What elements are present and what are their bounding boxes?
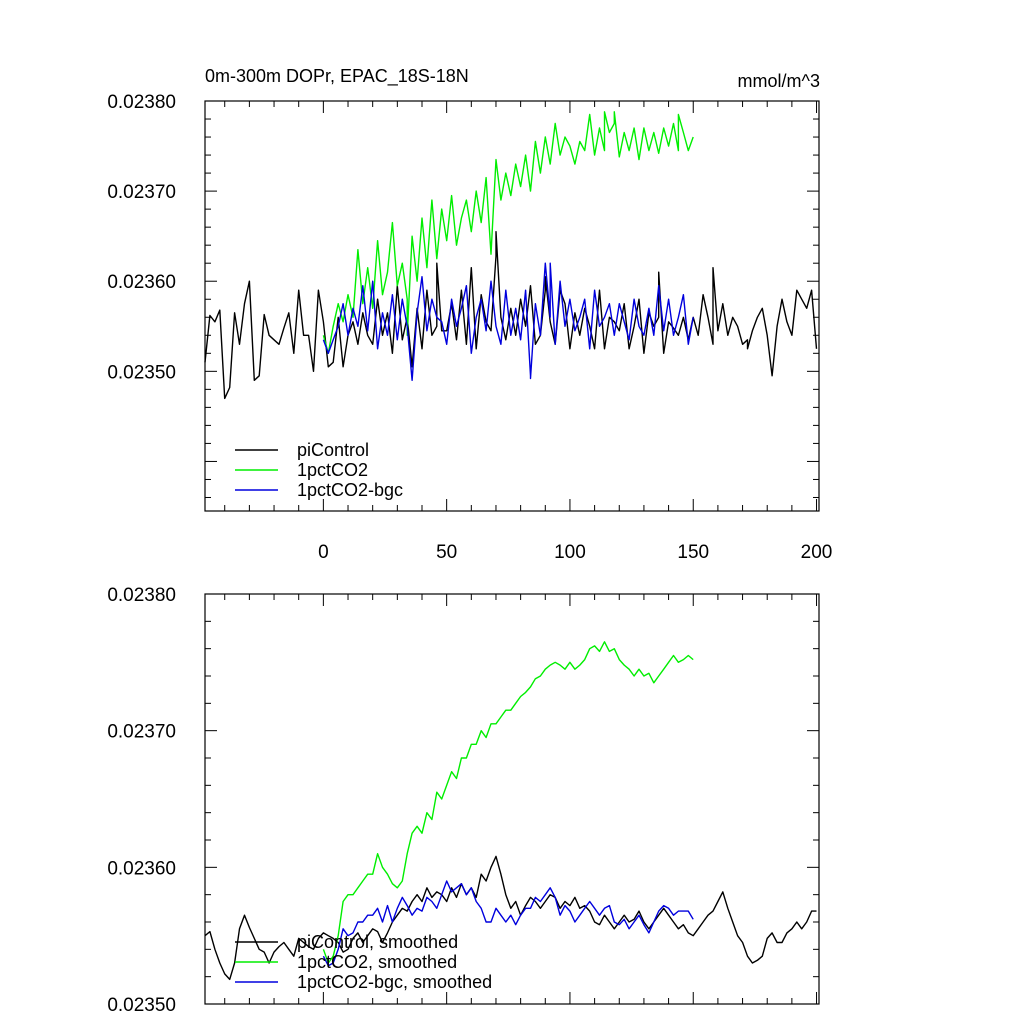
y-tick-label: 0.02380	[107, 585, 176, 606]
y-tick-label: 0.02350	[107, 362, 176, 383]
x-tick-label: 150	[677, 542, 709, 563]
bottom-series-layer	[204, 641, 817, 981]
y-tick-label: 0.02360	[107, 272, 176, 293]
legend-label: 1pctCO2, smoothed	[297, 952, 457, 972]
bottom-plot-frame	[204, 593, 820, 1005]
y-tick-label: 0.02360	[107, 858, 176, 879]
series-line-3	[322, 880, 694, 967]
series-line-1	[204, 855, 817, 981]
x-tick-label: 100	[554, 542, 586, 563]
y-tick-label: 0.02370	[107, 722, 176, 743]
x-tick-label: 200	[801, 542, 833, 563]
legend-label: piControl	[297, 440, 369, 460]
bottom-axis-ticks: 0.02350 0.02360 0.02370 0.02380	[107, 585, 819, 1016]
top-panel: 0m-300m DOPr, EPAC_18S-18N mmol/m^3 0 50 1…	[107, 66, 832, 563]
series-line-3	[322, 262, 694, 381]
series-line-2	[322, 641, 694, 964]
y-tick-label: 0.02350	[107, 995, 176, 1016]
top-plot-frame	[204, 100, 820, 512]
legend-label: 1pctCO2-bgc	[297, 480, 403, 500]
units-label: mmol/m^3	[738, 71, 820, 91]
y-tick-label: 0.02370	[107, 182, 176, 203]
series-line-2	[322, 111, 694, 354]
x-tick-label: 0	[318, 542, 329, 563]
x-tick-label: 50	[436, 542, 457, 563]
y-tick-label: 0.02380	[107, 92, 176, 113]
legend-label: 1pctCO2	[297, 460, 368, 480]
bottom-panel: 0.02350 0.02360 0.02370 0.02380 piControl, …	[107, 585, 820, 1016]
legend-label: piControl, smoothed	[297, 932, 458, 952]
chart-title: 0m-300m DOPr, EPAC_18S-18N	[205, 66, 469, 87]
series-line-1	[204, 231, 818, 400]
legend-label: 1pctCO2-bgc, smoothed	[297, 972, 492, 992]
top-axis-ticks: 0 50 100 150 200 0.02350 0.02360 0.02370 0.02380	[107, 92, 832, 563]
top-series-layer	[204, 111, 818, 400]
